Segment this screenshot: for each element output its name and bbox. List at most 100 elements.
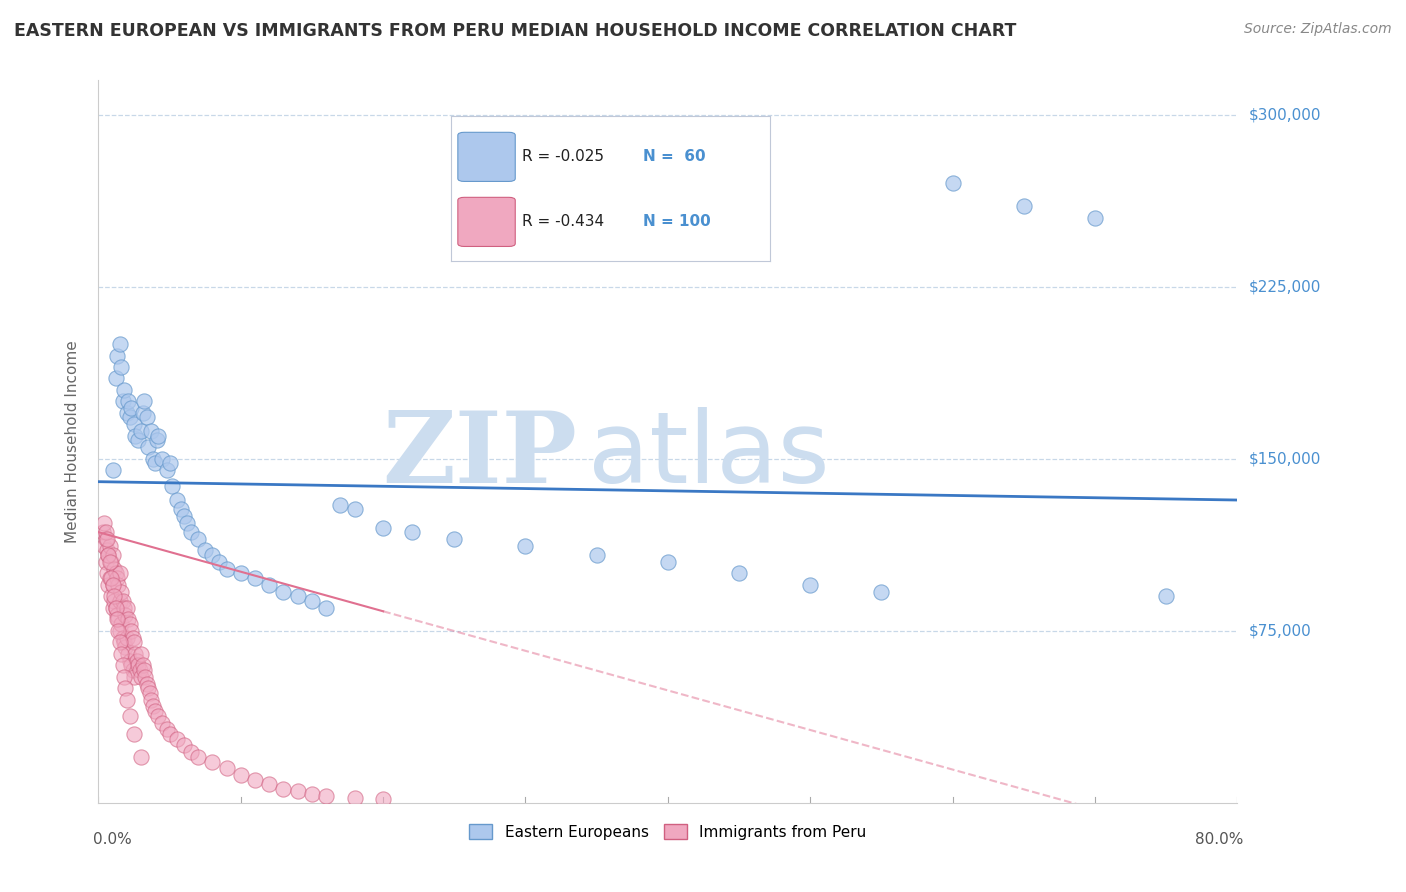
Point [156,723,179,737]
Point [103,590,125,604]
Point [187,532,209,546]
Point [243,772,266,787]
Point [129,647,152,661]
Point [97,548,120,562]
Point [401,525,423,540]
Point [105,607,128,622]
Point [100,571,122,585]
Point [343,502,366,516]
Point [110,359,132,374]
Point [229,566,252,581]
Point [131,658,153,673]
Point [728,566,751,581]
Point [273,584,295,599]
Point [100,590,122,604]
Point [122,417,145,432]
Point [121,631,143,645]
Point [371,520,394,534]
Point [134,670,156,684]
Point [124,429,146,443]
Point [112,383,135,397]
Point [139,424,162,438]
Point [124,647,146,661]
Point [180,525,202,540]
Point [122,670,145,684]
Point [110,647,132,661]
Point [156,463,179,477]
Point [104,566,127,581]
Point [287,590,309,604]
Point [166,493,188,508]
Point [141,451,163,466]
Point [1154,590,1177,604]
Point [371,792,394,806]
Text: EASTERN EUROPEAN VS IMMIGRANTS FROM PERU MEDIAN HOUSEHOLD INCOME CORRELATION CHA: EASTERN EUROPEAN VS IMMIGRANTS FROM PERU… [14,22,1017,40]
Point [118,410,141,425]
Text: $75,000: $75,000 [1249,624,1312,639]
Point [1084,211,1107,225]
Point [93,539,115,553]
Text: atlas: atlas [588,408,830,505]
Point [108,594,131,608]
Point [104,600,127,615]
Point [105,612,128,626]
Point [201,548,224,562]
Point [166,731,188,746]
Point [273,782,295,797]
Point [114,681,136,695]
Point [145,704,167,718]
Point [159,456,181,470]
Point [114,607,136,622]
Point [107,624,129,638]
Point [799,578,821,592]
Text: ZIP: ZIP [382,408,576,505]
Point [98,571,121,585]
Point [101,578,124,592]
Point [127,658,149,673]
Point [94,525,117,540]
Point [117,612,139,626]
Point [120,401,142,416]
Point [93,516,115,530]
Point [1012,199,1035,213]
Point [98,555,121,569]
Point [97,578,120,592]
Point [942,177,965,191]
Point [125,654,148,668]
Point [122,727,145,741]
Point [108,566,131,581]
Point [94,555,117,569]
Point [132,663,155,677]
Point [107,578,129,592]
Point [215,761,238,775]
Point [315,789,337,803]
Point [96,543,118,558]
Point [103,562,125,576]
Point [128,663,150,677]
Point [108,624,131,638]
Point [515,539,537,553]
Point [162,479,184,493]
Point [585,548,607,562]
Point [259,578,281,592]
Point [173,509,195,524]
Point [105,571,128,585]
Point [111,394,134,409]
Point [443,532,465,546]
Point [100,555,122,569]
Text: Source: ZipAtlas.com: Source: ZipAtlas.com [1244,22,1392,37]
Legend: Eastern Europeans, Immigrants from Peru: Eastern Europeans, Immigrants from Peru [464,818,872,846]
Point [129,750,152,764]
Point [145,456,167,470]
Point [96,532,118,546]
Point [101,463,124,477]
Point [111,594,134,608]
Point [110,616,132,631]
Point [870,584,893,599]
Point [176,516,198,530]
Point [107,612,129,626]
Point [104,371,127,385]
Point [152,451,174,466]
Point [139,692,162,706]
Point [194,543,217,558]
